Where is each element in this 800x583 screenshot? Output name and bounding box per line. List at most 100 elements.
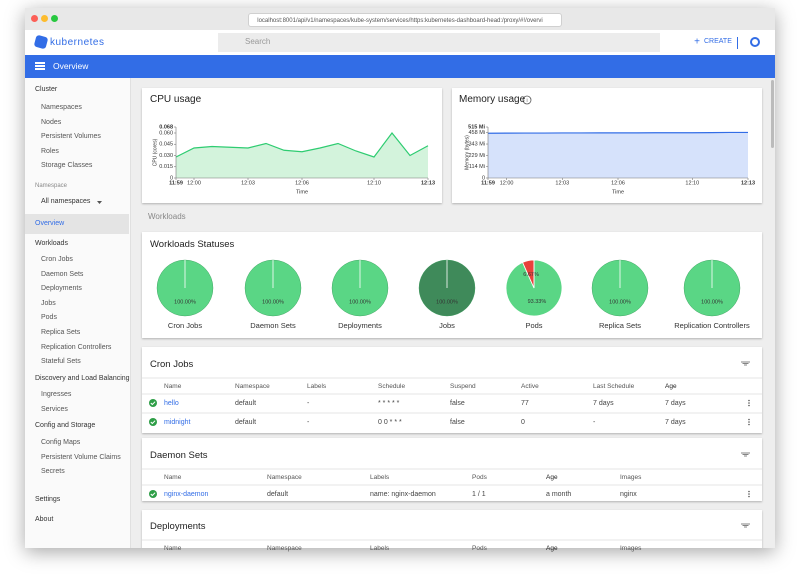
browser-window [25, 8, 775, 548]
user-icon[interactable] [750, 37, 760, 47]
nav-item[interactable]: About [35, 516, 54, 523]
namespace-select[interactable]: All namespaces [41, 198, 91, 205]
daemon-sets-card [142, 438, 762, 501]
nav-heading: Discovery and Load Balancing [35, 375, 130, 382]
nav-item[interactable]: Roles [41, 147, 59, 155]
column-header[interactable]: Pods [472, 474, 487, 481]
nav-heading: Cluster [35, 86, 58, 93]
nav-item[interactable]: Jobs [41, 299, 56, 307]
card-title: Cron Jobs [150, 359, 194, 370]
column-header[interactable]: Namespace [267, 474, 302, 481]
nav-item-active[interactable]: Overview [35, 220, 65, 227]
minimize-button[interactable] [41, 15, 48, 22]
cell: 1 / 1 [472, 491, 486, 498]
column-header[interactable]: Labels [307, 383, 327, 390]
nav-item[interactable]: Secrets [41, 468, 65, 476]
cell: 0 0 * * * [378, 419, 402, 426]
search-placeholder: Search [245, 37, 271, 46]
menu-icon[interactable] [35, 62, 45, 70]
column-header[interactable]: Active [521, 383, 539, 390]
nav-item[interactable]: Persistent Volumes [41, 133, 101, 141]
nav-item[interactable]: Pods [41, 314, 57, 322]
nav-item[interactable]: Services [41, 405, 68, 413]
nav-heading: Config and Storage [35, 422, 96, 429]
chart-title: Memory usage [459, 94, 526, 105]
column-header[interactable]: Labels [370, 474, 390, 481]
nav-item[interactable]: Persistent Volume Claims [41, 453, 121, 461]
nav-item[interactable]: Cron Jobs [41, 256, 73, 263]
cell: 77 [521, 400, 529, 407]
cell: a month [546, 491, 572, 498]
column-header[interactable]: Images [620, 545, 642, 552]
column-header[interactable]: Suspend [450, 383, 476, 390]
toolbar [25, 55, 775, 78]
cell: default [235, 400, 257, 407]
section-label: Workloads [148, 212, 186, 221]
column-header[interactable]: Age [546, 474, 558, 481]
toolbar-title: Overview [53, 61, 89, 71]
nav-item[interactable]: Replica Sets [41, 329, 81, 336]
cron-jobs-card [142, 347, 762, 433]
nav-item[interactable]: Storage Classes [41, 162, 93, 170]
cell: default [267, 491, 289, 498]
row-link[interactable]: hello [164, 400, 179, 407]
column-header[interactable]: Pods [472, 545, 487, 552]
chart-title: CPU usage [150, 94, 202, 105]
deployments-card [142, 510, 762, 548]
cell: nginx [620, 491, 637, 498]
nav-item[interactable]: Daemon Sets [41, 270, 84, 278]
row-link[interactable]: midnight [164, 419, 191, 426]
nav-item[interactable]: Deployments [41, 285, 82, 293]
cell: false [450, 419, 465, 426]
nav-item[interactable]: Replication Controllers [41, 343, 112, 351]
cell: 7 days [593, 400, 614, 407]
close-button[interactable] [31, 15, 38, 22]
cell: - [593, 419, 596, 426]
column-header[interactable]: Name [164, 545, 182, 552]
cell: 0 [521, 419, 525, 426]
nav-heading: Workloads [35, 240, 68, 247]
memory-card [452, 88, 762, 203]
namespace-label: Namespace [35, 183, 68, 189]
column-header[interactable]: Name [164, 383, 182, 390]
url: localhost:8001/api/v1/namespaces/kube-sy… [257, 18, 543, 24]
cell: - [307, 419, 310, 426]
column-header[interactable]: Age [546, 545, 558, 552]
column-header[interactable]: Labels [370, 545, 390, 552]
cell: default [235, 419, 257, 426]
cell: 7 days [665, 419, 686, 426]
column-header[interactable]: Name [164, 474, 182, 481]
column-header[interactable]: Namespace [235, 383, 270, 390]
row-link[interactable]: nginx-daemon [164, 491, 209, 498]
nav-item[interactable]: Stateful Sets [41, 358, 81, 366]
cell: 7 days [665, 400, 686, 407]
column-header[interactable]: Last Schedule [593, 383, 635, 390]
cell: - [307, 400, 310, 407]
url-field[interactable] [248, 13, 562, 27]
nav-item[interactable]: Namespaces [41, 104, 82, 111]
card-title: Workloads Statuses [150, 239, 235, 250]
cell: false [450, 400, 465, 407]
nav-item[interactable]: Ingresses [41, 391, 72, 398]
logo-text[interactable]: kubernetes [50, 37, 105, 48]
scrollbar [771, 80, 774, 148]
cell: * * * * * [378, 400, 400, 407]
nav-item[interactable]: Nodes [41, 118, 62, 126]
card-title: Deployments [150, 521, 206, 532]
header-divider [737, 37, 738, 49]
maximize-button[interactable] [51, 15, 58, 22]
column-header[interactable]: Namespace [267, 545, 302, 552]
column-header[interactable]: Images [620, 474, 642, 481]
workloads-status-card [142, 232, 762, 338]
sidebar [25, 78, 131, 548]
column-header[interactable]: Age [665, 383, 677, 390]
cpu-card [142, 88, 442, 203]
search-field[interactable] [218, 33, 660, 52]
card-title: Daemon Sets [150, 450, 208, 461]
nav-item[interactable]: Config Maps [41, 439, 81, 446]
nav-item[interactable]: Settings [35, 496, 61, 503]
cell: name: nginx-daemon [370, 491, 436, 498]
column-header[interactable]: Schedule [378, 383, 406, 390]
create-button[interactable]: CREATE [704, 38, 732, 45]
